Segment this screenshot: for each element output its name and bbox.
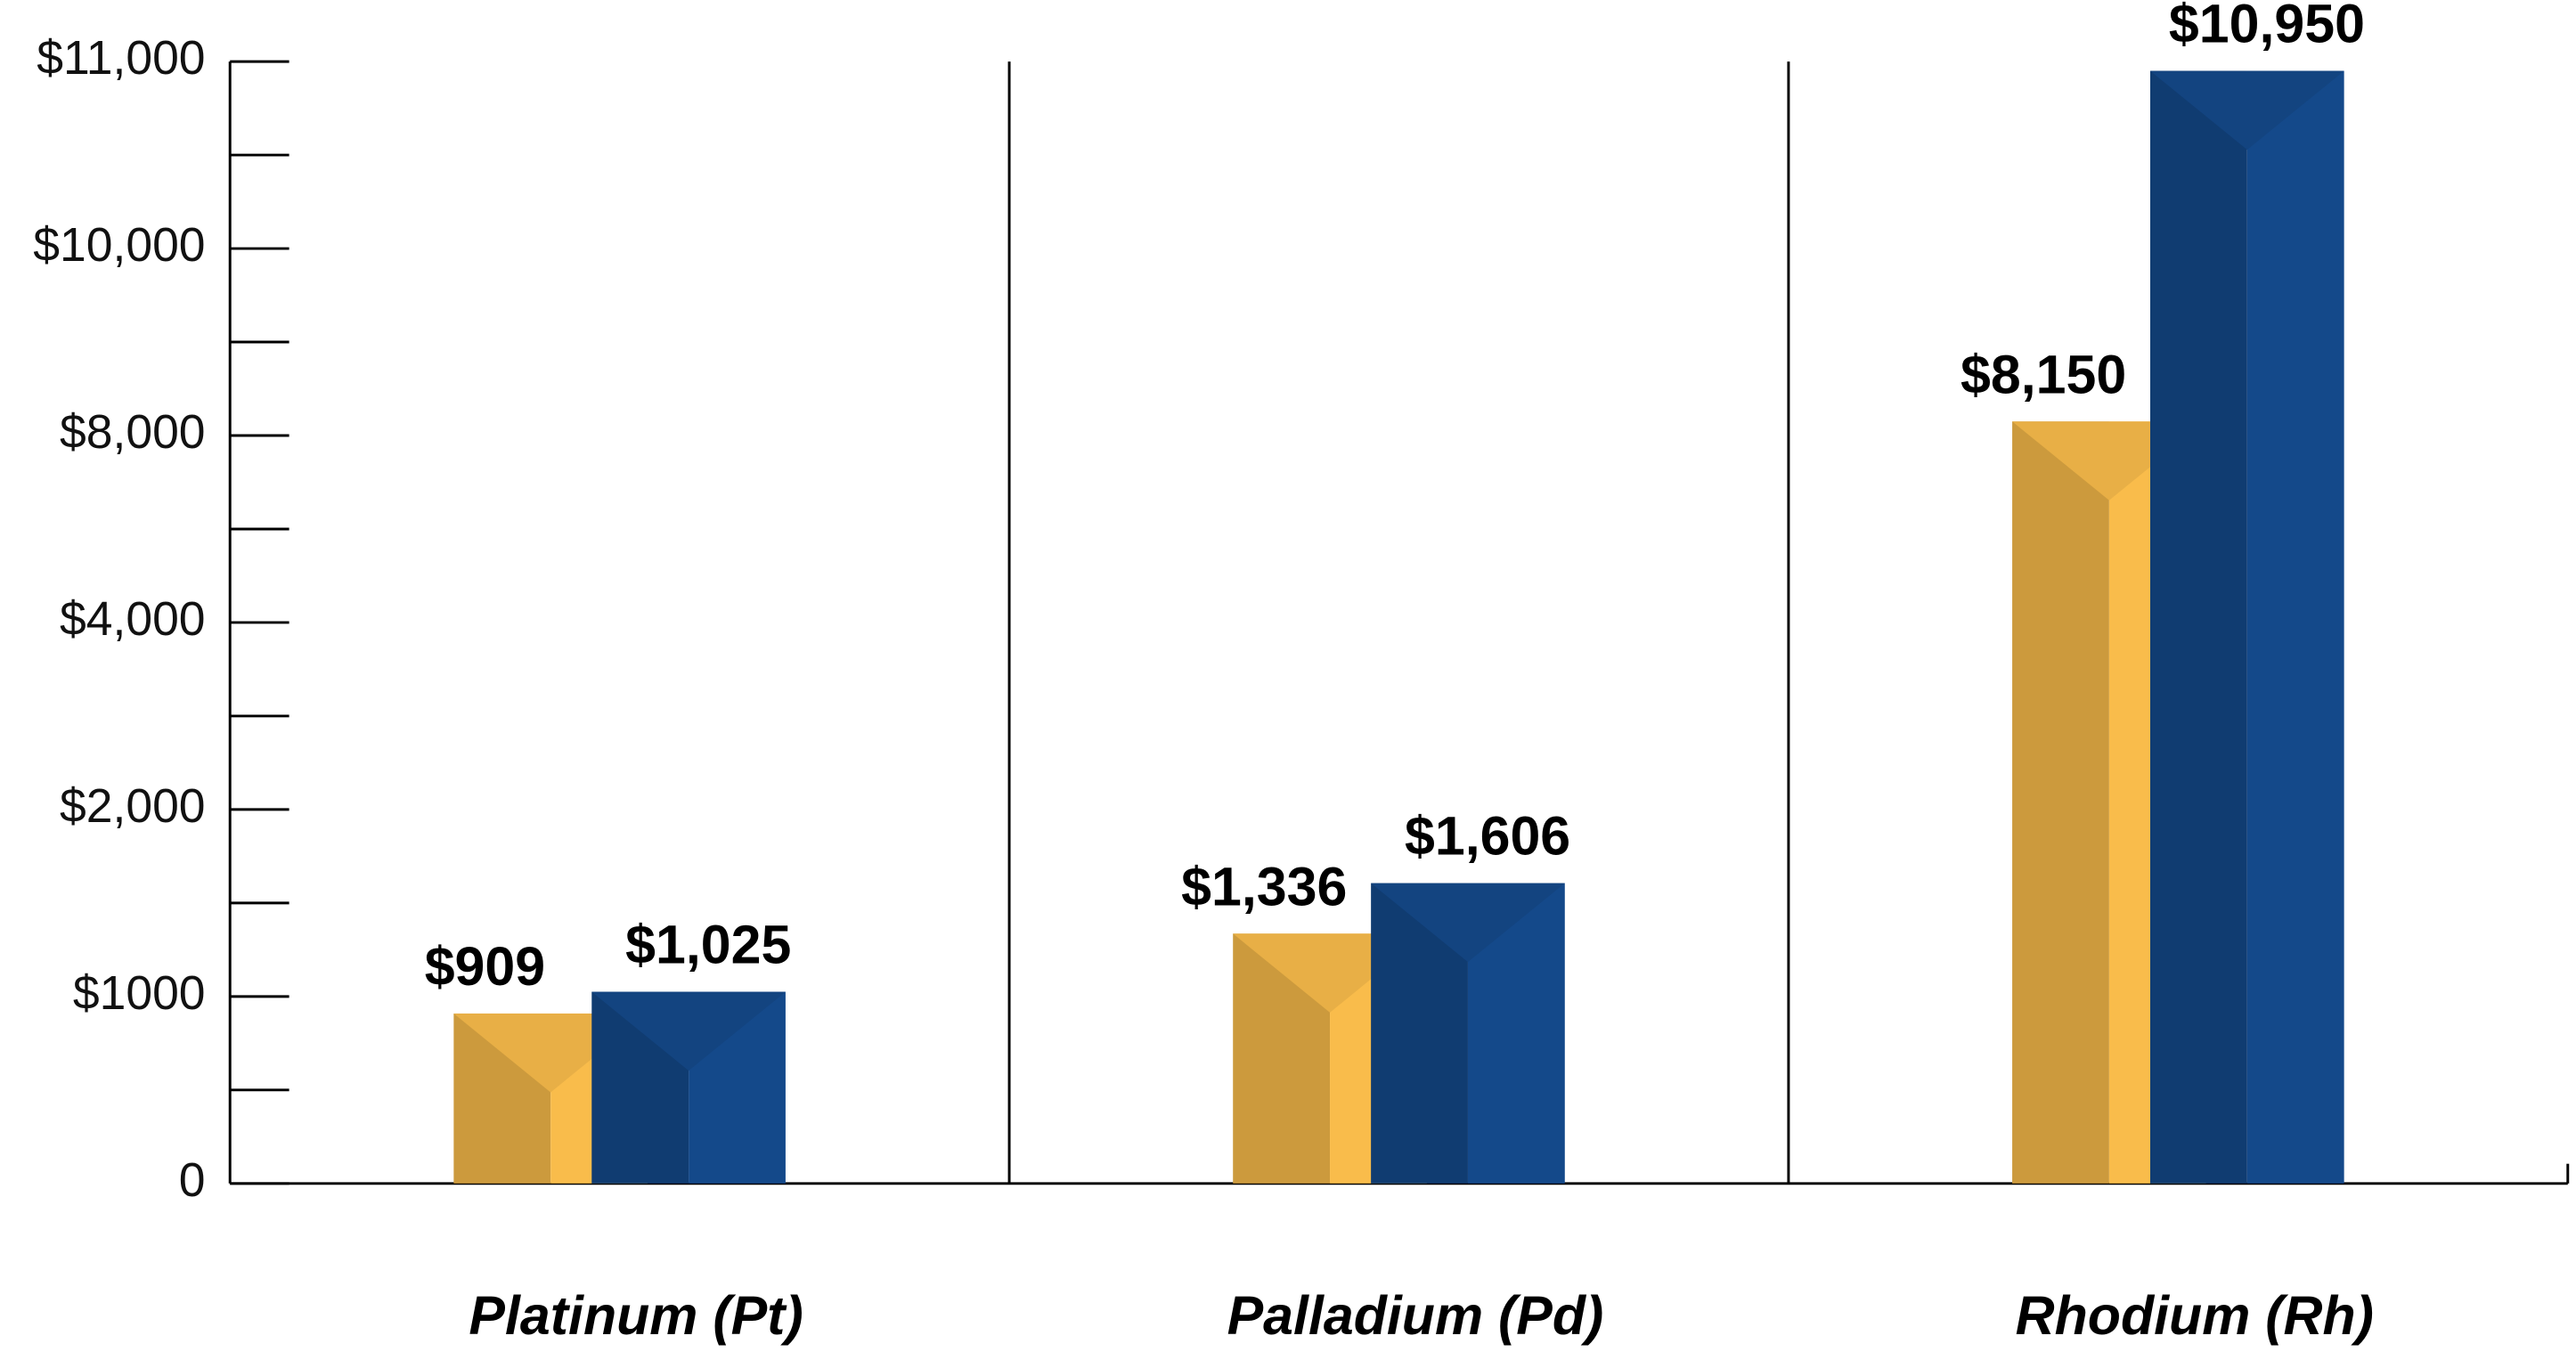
bar — [1371, 883, 1565, 1184]
value-label: $1,606 — [1405, 806, 1570, 867]
bar-side-dark — [2149, 70, 2247, 1184]
value-label: $1,025 — [625, 915, 791, 975]
value-label: $10,950 — [2169, 0, 2365, 54]
bar-top — [2149, 70, 2344, 151]
y-tick-label: $4,000 — [60, 593, 206, 646]
bar-side-dark — [2012, 421, 2109, 1184]
y-tick-label: $1000 — [73, 967, 206, 1020]
y-tick-label: 0 — [179, 1154, 206, 1207]
bar — [2149, 70, 2344, 1184]
bar-top — [1371, 883, 1565, 963]
x-tick-label: Palladium (Pd) — [1227, 1285, 1604, 1346]
bar — [591, 991, 786, 1184]
bar-top — [591, 991, 786, 1071]
y-tick-label: $8,000 — [60, 406, 206, 459]
value-label: $909 — [425, 936, 545, 997]
x-tick-label: Rhodium (Rh) — [2016, 1285, 2374, 1346]
value-label: $8,150 — [1961, 344, 2126, 404]
y-tick-label: $11,000 — [37, 32, 205, 85]
value-label: $1,336 — [1181, 856, 1347, 916]
y-tick-label: $10,000 — [33, 219, 205, 272]
bar-side-light — [2246, 70, 2344, 1184]
y-tick-label: $2,000 — [60, 780, 206, 833]
x-tick-label: Platinum (Pt) — [469, 1285, 803, 1346]
